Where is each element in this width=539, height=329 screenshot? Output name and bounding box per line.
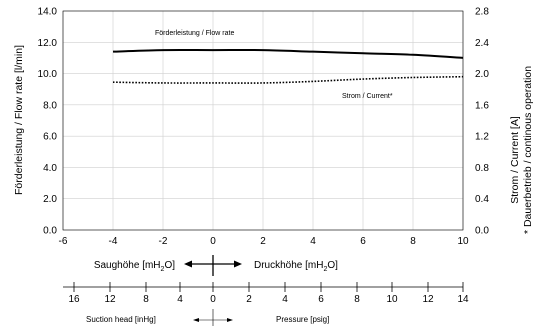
continuous-operation-note: * Dauerbetrieb / continous operation	[522, 66, 534, 234]
secondary-tick-label: 4	[177, 294, 183, 305]
x-tick-label: 2	[260, 236, 266, 247]
secondary-tick-label: 8	[354, 294, 360, 305]
suction-head-label: Saughöhe [mH2O]	[94, 260, 175, 273]
left-y-tick-label: 10.0	[38, 69, 58, 80]
suction-inhg-label: Suction head [inHg]	[86, 315, 156, 324]
right-y-tick-label: 0.0	[475, 226, 489, 237]
secondary-tick-label: 0	[210, 294, 216, 305]
secondary-tick-label: 12	[422, 294, 434, 305]
pressure-head-label-end: O]	[327, 260, 338, 271]
x-tick-label: 0	[210, 236, 216, 247]
flow-series-line	[112, 48, 464, 59]
right-y-tick-label: 2.8	[475, 7, 489, 18]
suction-head-label-end: O]	[164, 260, 175, 271]
right-y-tick-label: 0.8	[475, 163, 489, 174]
right-y-tick-label: 2.0	[475, 69, 489, 80]
left-y-tick-label: 2.0	[43, 194, 57, 205]
x-tick-label: 10	[457, 236, 469, 247]
current-series-line	[112, 75, 464, 84]
suction-arrow-head	[184, 260, 192, 268]
left-y-tick-label: 12.0	[38, 38, 58, 49]
grid	[62, 10, 464, 231]
left-y-tick-label: 0.0	[43, 226, 57, 237]
pressure-head-label-sub: 2	[323, 266, 327, 273]
x-tick-label: -6	[59, 236, 68, 247]
secondary-left-arrow-head	[193, 318, 199, 322]
secondary-direction-arrows	[193, 318, 233, 322]
secondary-tick-label: 8	[143, 294, 149, 305]
x-tick-label: -2	[159, 236, 168, 247]
secondary-tick-label: 2	[246, 294, 252, 305]
x-tick-label: 8	[410, 236, 416, 247]
secondary-tick-label: 16	[68, 294, 80, 305]
pressure-psig-label: Pressure [psig]	[276, 315, 329, 324]
left-y-tick-label: 4.0	[43, 163, 57, 174]
right-y-tick-label: 2.4	[475, 38, 489, 49]
right-y-tick-label: 1.6	[475, 100, 489, 111]
series-lines	[112, 48, 464, 84]
x-tick-label: 6	[360, 236, 366, 247]
x-tick-label: 4	[310, 236, 316, 247]
plot-frame	[62, 10, 464, 231]
right-axis-title: Strom / Current [A]	[509, 116, 521, 204]
secondary-tick-label: 4	[282, 294, 288, 305]
flow-series-label: Förderleistung / Flow rate	[155, 30, 234, 37]
x-tick-label: -4	[109, 236, 118, 247]
left-y-tick-label: 6.0	[43, 132, 57, 143]
secondary-tick-label: 10	[386, 294, 398, 305]
left-y-tick-labels: 0.0 2.0 4.0 6.0 8.0 10.0 12.0 14.0	[38, 7, 58, 237]
secondary-tick-label: 14	[457, 294, 469, 305]
pressure-arrow-head	[234, 260, 242, 268]
left-y-tick-label: 8.0	[43, 100, 57, 111]
pressure-head-label: Druckhöhe [mH2O]	[254, 260, 338, 273]
suction-head-label-main: Saughöhe [mH	[94, 260, 161, 271]
left-y-tick-label: 14.0	[38, 7, 58, 18]
pressure-head-label-main: Druckhöhe [mH	[254, 260, 323, 271]
secondary-tick-label: 6	[318, 294, 324, 305]
left-axis-title: Förderleistung / Flow rate [l/min]	[13, 45, 25, 195]
suction-head-label-sub: 2	[161, 266, 165, 273]
secondary-tick-label: 12	[104, 294, 116, 305]
x-tick-labels: -6 -4 -2 0 2 4 6 8 10	[59, 236, 469, 247]
right-y-tick-label: 0.4	[475, 194, 489, 205]
current-series-label: Strom / Current*	[342, 93, 393, 100]
secondary-right-arrow-head	[227, 318, 233, 322]
right-y-tick-label: 1.2	[475, 132, 489, 143]
head-direction-arrows	[184, 255, 242, 276]
secondary-scale-ticks: 16 12 8 4 0 2 4 6 8 10 12 14	[68, 282, 469, 305]
right-y-tick-labels: 0.0 0.4 0.8 1.2 1.6 2.0 2.4 2.8	[475, 7, 489, 237]
